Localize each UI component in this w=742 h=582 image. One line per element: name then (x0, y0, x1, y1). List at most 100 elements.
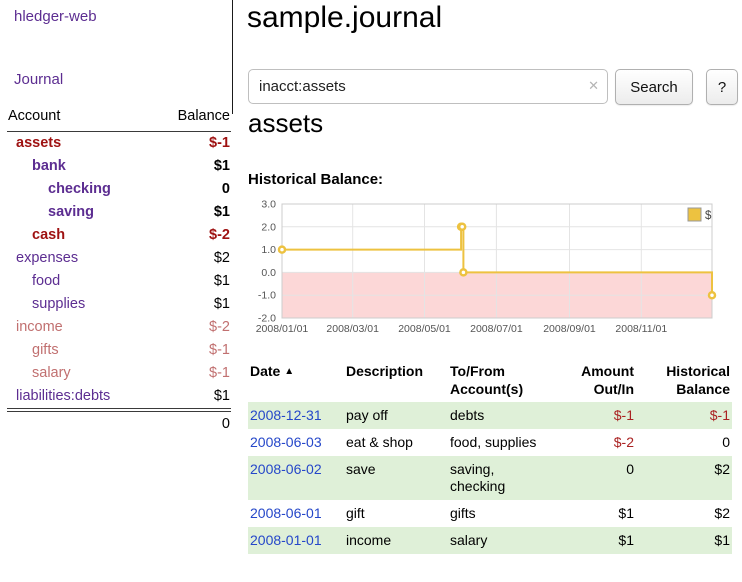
transaction-description: eat & shop (346, 434, 413, 450)
account-row: income $-2 (7, 316, 231, 339)
transaction-date-link[interactable]: 2008-01-01 (250, 532, 322, 548)
accounts-header-balance: Balance (154, 104, 231, 132)
chart-legend-swatch (687, 207, 702, 222)
chart-y-tick-label: 3.0 (261, 199, 276, 211)
account-balance: $1 (213, 158, 230, 174)
register-header-date-label: Date (250, 363, 281, 379)
transaction-balance: $1 (714, 532, 730, 548)
clear-search-icon[interactable]: ✕ (588, 78, 599, 93)
chart-heading: Historical Balance: (248, 171, 384, 188)
account-link[interactable]: gifts (32, 342, 59, 358)
account-row: bank $1 (7, 155, 231, 178)
transaction-accounts: debts (450, 407, 485, 423)
register-table: Date ▲ Description To/From Account(s) Am… (248, 358, 732, 554)
register-row: 2008-06-02 save saving, checking 0 $2 (248, 456, 732, 500)
account-row: gifts $-1 (7, 339, 231, 362)
account-balance: $1 (213, 204, 230, 220)
account-balance: $2 (213, 250, 230, 266)
chart-y-tick-label: -1.0 (258, 290, 276, 302)
account-row: assets $-1 (7, 132, 231, 156)
account-balance: $1 (213, 388, 230, 404)
account-row: salary $-1 (7, 362, 231, 385)
account-row: supplies $1 (7, 293, 231, 316)
register-header-balance: Historical Balance (666, 363, 730, 397)
nav-journal-link[interactable]: Journal (14, 71, 64, 88)
register-row: 2008-06-03 eat & shop food, supplies $-2 0 (248, 429, 732, 456)
account-row: expenses $2 (7, 247, 231, 270)
sidebar-divider (232, 0, 233, 114)
register-header-accounts: To/From Account(s) (450, 363, 524, 397)
register-row: 2008-01-01 income salary $1 $1 (248, 527, 732, 554)
account-link[interactable]: checking (48, 181, 111, 197)
chart-x-tick-label: 2008/03/01 (326, 323, 379, 335)
transaction-accounts: gifts (450, 505, 476, 521)
account-link[interactable]: liabilities:debts (16, 388, 111, 404)
search-input[interactable] (248, 69, 608, 104)
transaction-amount: 0 (626, 461, 634, 477)
transaction-date-link[interactable]: 2008-06-01 (250, 505, 322, 521)
transaction-description: save (346, 461, 376, 477)
register-body: 2008-12-31 pay off debts $-1 $-1 2008-06-03 ea… (248, 402, 732, 554)
account-balance: 0 (221, 181, 230, 197)
transaction-accounts: saving, checking (450, 461, 506, 494)
account-balance: $-2 (209, 319, 230, 335)
account-balance: $-2 (209, 227, 230, 243)
chart-x-tick-label: 2008/07/01 (470, 323, 523, 335)
transaction-date-link[interactable]: 2008-06-03 (250, 434, 322, 450)
account-link[interactable]: salary (32, 365, 71, 381)
chart-legend-label: $ (705, 210, 712, 222)
account-row: saving $1 (7, 201, 231, 224)
chart-y-tick-label: 2.0 (261, 221, 276, 233)
chart-y-tick-label: 1.0 (261, 244, 276, 256)
transaction-balance: $2 (714, 461, 730, 477)
app-title-link[interactable]: hledger-web (14, 8, 97, 25)
chart-y-tick-label: 0.0 (261, 267, 276, 279)
transaction-amount: $1 (618, 505, 634, 521)
search-box: ✕ (248, 69, 608, 104)
transaction-description: income (346, 532, 392, 548)
account-link[interactable]: expenses (16, 250, 79, 266)
accounts-total-balance: 0 (7, 408, 231, 437)
chart-data-point (707, 290, 717, 300)
account-balance: $-1 (209, 135, 230, 151)
account-balance: $-1 (209, 342, 230, 358)
register-header-description: Description (346, 363, 424, 379)
chart-border (281, 203, 713, 319)
transaction-date-link[interactable]: 2008-12-31 (250, 407, 322, 423)
chart-x-tick-label: 2008/05/01 (398, 323, 451, 335)
chart-data-point (277, 245, 287, 254)
account-balance: $1 (213, 296, 230, 312)
help-button[interactable]: ? (706, 69, 738, 105)
transaction-description: gift (346, 505, 365, 521)
transaction-description: pay off (346, 407, 388, 423)
register-row: 2008-06-01 gift gifts $1 $2 (248, 500, 732, 527)
account-balance: $-1 (209, 365, 230, 381)
transaction-amount: $-2 (613, 434, 634, 450)
account-link[interactable]: bank (32, 158, 66, 174)
register-row: 2008-12-31 pay off debts $-1 $-1 (248, 402, 732, 429)
search-button[interactable]: Search (615, 69, 693, 105)
chart-x-tick-label: 2008/01/01 (256, 323, 309, 335)
register-header-date[interactable]: Date ▲ (248, 358, 344, 402)
transaction-accounts: food, supplies (450, 434, 537, 450)
account-link[interactable]: cash (32, 227, 66, 243)
account-link[interactable]: saving (48, 204, 94, 220)
chart-data-point (459, 268, 468, 277)
register-header-amount: Amount Out/In (581, 363, 634, 397)
register-header-row: Date ▲ Description To/From Account(s) Am… (248, 358, 732, 402)
balance-chart: 3.0 2.0 1.0 0.0 -1.0 -2.0 2008/01/01 2008/03/01… (246, 194, 732, 346)
transaction-amount: $1 (618, 532, 634, 548)
accounts-body: assets $-1 bank $1 checking 0 saving $1 cash $-2 e… (7, 132, 231, 411)
accounts-table: Account Balance assets $-1 bank $1 checking 0… (7, 104, 231, 437)
account-link[interactable]: income (16, 319, 63, 335)
account-link[interactable]: assets (16, 135, 62, 151)
account-balance: $1 (213, 273, 230, 289)
account-link[interactable]: food (32, 273, 61, 289)
transaction-balance: $-1 (709, 407, 730, 423)
accounts-header-account: Account (7, 104, 155, 132)
transaction-date-link[interactable]: 2008-06-02 (250, 461, 322, 477)
account-link[interactable]: supplies (32, 296, 86, 312)
chart-x-tick-label: 2008/09/01 (543, 323, 596, 335)
chart-y-tick-label: -2.0 (258, 313, 276, 325)
